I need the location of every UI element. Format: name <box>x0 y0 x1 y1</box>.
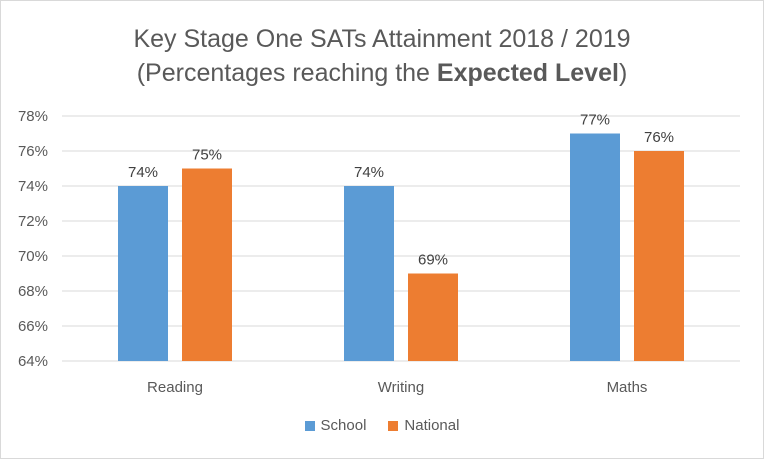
x-tick-label: Writing <box>378 379 424 396</box>
chart-title-line2-suffix: ) <box>618 59 628 87</box>
bar-school-writing <box>344 186 394 361</box>
legend-label-school: School <box>320 417 367 434</box>
legend-swatch-school <box>304 420 315 431</box>
bar-national-reading <box>182 168 232 361</box>
data-label: 74% <box>128 164 158 181</box>
bar-school-maths <box>570 133 620 361</box>
y-tick-label: 76% <box>18 143 48 160</box>
chart-title: Key Stage One SATs Attainment 2018 / 201… <box>0 22 764 90</box>
y-tick-label: 72% <box>18 213 48 230</box>
y-tick-label: 78% <box>18 108 48 125</box>
y-tick-label: 74% <box>18 178 48 195</box>
bar-national-maths <box>634 151 684 361</box>
data-label: 69% <box>418 252 448 269</box>
chart-legend: School National <box>0 417 764 434</box>
data-label: 74% <box>354 164 384 181</box>
chart-title-line2-bold: Expected Level <box>436 59 619 87</box>
y-tick-label: 66% <box>18 318 48 335</box>
data-label: 77% <box>580 112 610 129</box>
legend-item-national: National <box>388 417 459 434</box>
y-tick-label: 68% <box>18 283 48 300</box>
chart-title-line2-prefix: (Percentages reaching the <box>136 59 437 87</box>
chart-title-line2: (Percentages reaching the Expected Level… <box>0 56 764 90</box>
x-tick-label: Maths <box>607 379 648 396</box>
data-label: 75% <box>192 147 222 164</box>
y-tick-label: 70% <box>18 248 48 265</box>
data-label: 76% <box>644 129 674 146</box>
legend-item-school: School <box>304 417 367 434</box>
y-tick-label: 64% <box>18 353 48 370</box>
chart-title-line1: Key Stage One SATs Attainment 2018 / 201… <box>133 25 631 53</box>
bar-school-reading <box>118 186 168 361</box>
legend-swatch-national <box>388 420 399 431</box>
x-tick-label: Reading <box>147 379 203 396</box>
bar-national-writing <box>408 273 458 361</box>
legend-label-national: National <box>404 417 460 434</box>
